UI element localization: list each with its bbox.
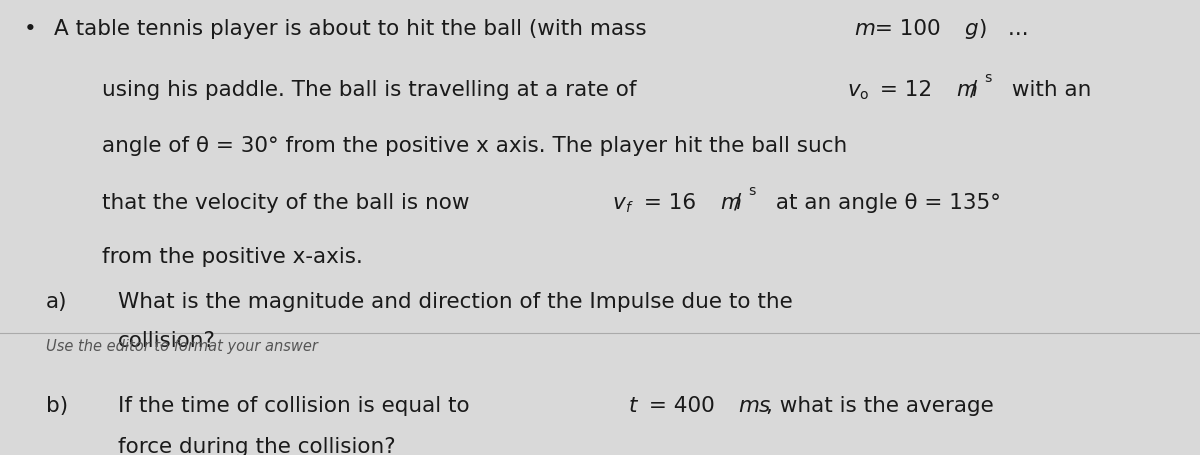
Text: with an: with an bbox=[1004, 79, 1091, 99]
Text: ms: ms bbox=[738, 395, 770, 415]
Text: f: f bbox=[625, 201, 630, 215]
Text: What is the magnitude and direction of the Impulse due to the: What is the magnitude and direction of t… bbox=[118, 291, 792, 311]
Text: s: s bbox=[748, 183, 755, 197]
Text: •: • bbox=[24, 20, 37, 39]
Text: that the velocity of the ball is now: that the velocity of the ball is now bbox=[102, 192, 476, 212]
Text: )   ...: ) ... bbox=[979, 20, 1028, 39]
Text: /: / bbox=[970, 79, 977, 99]
Text: v: v bbox=[612, 192, 625, 212]
Text: If the time of collision is equal to: If the time of collision is equal to bbox=[118, 395, 476, 415]
Text: = 16: = 16 bbox=[637, 192, 703, 212]
Text: m: m bbox=[720, 192, 742, 212]
Text: , what is the average: , what is the average bbox=[766, 395, 994, 415]
Text: angle of θ = 30° from the positive x axis. The player hit the ball such: angle of θ = 30° from the positive x axi… bbox=[102, 136, 847, 156]
Text: = 100: = 100 bbox=[869, 20, 948, 39]
Text: v: v bbox=[847, 79, 860, 99]
Text: o: o bbox=[859, 88, 868, 102]
Text: g: g bbox=[965, 20, 978, 39]
Text: = 400: = 400 bbox=[642, 395, 721, 415]
Text: b): b) bbox=[46, 395, 67, 415]
Text: /: / bbox=[734, 192, 742, 212]
Text: collision?: collision? bbox=[118, 330, 216, 350]
Text: = 12: = 12 bbox=[874, 79, 940, 99]
Text: A table tennis player is about to hit the ball (with mass: A table tennis player is about to hit th… bbox=[54, 20, 654, 39]
Text: using his paddle. The ball is travelling at a rate of: using his paddle. The ball is travelling… bbox=[102, 79, 643, 99]
Text: m: m bbox=[956, 79, 977, 99]
Text: at an angle θ = 135°: at an angle θ = 135° bbox=[768, 192, 1001, 212]
Text: m: m bbox=[854, 20, 876, 39]
Text: s: s bbox=[984, 71, 991, 85]
Text: t: t bbox=[629, 395, 636, 415]
Text: Use the editor to format your answer: Use the editor to format your answer bbox=[46, 339, 318, 354]
Text: from the positive x-axis.: from the positive x-axis. bbox=[102, 247, 362, 267]
Text: a): a) bbox=[46, 291, 67, 311]
Text: force during the collision?: force during the collision? bbox=[118, 435, 395, 455]
